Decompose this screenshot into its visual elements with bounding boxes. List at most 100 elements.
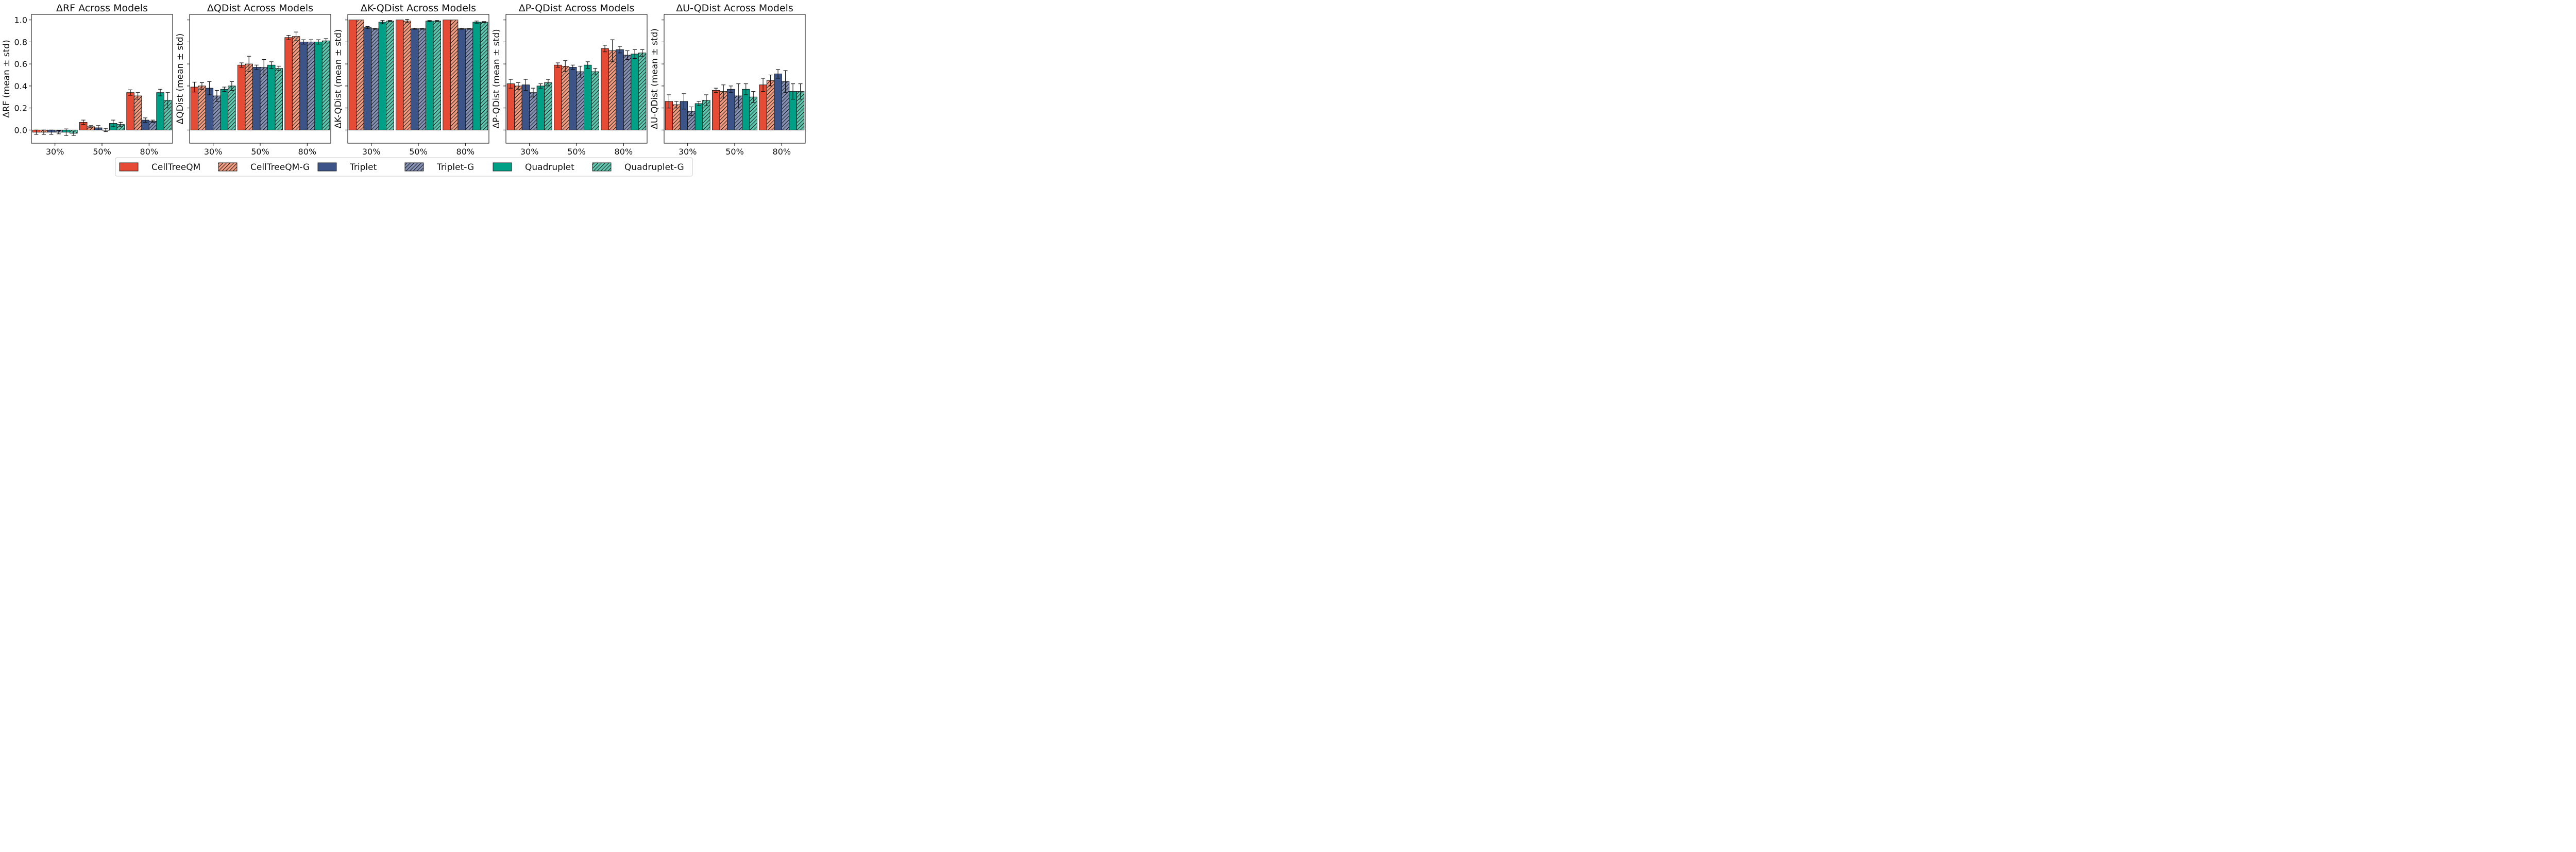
y-tick-label: 0.8: [14, 37, 27, 47]
x-tick-label: 50%: [725, 147, 744, 157]
x-tick-label: 50%: [251, 147, 269, 157]
legend-label: CellTreeQM-G: [250, 162, 310, 173]
chart-canvas: ΔRF Across Models ΔRF (mean ± std)0.0 0.2 0…: [2, 3, 806, 177]
panel-title: ΔK-QDist Across Models: [361, 3, 476, 14]
x-tick-label: 30%: [520, 147, 539, 157]
x-tick-label: 30%: [362, 147, 381, 157]
plot-frame: [347, 14, 489, 144]
bar-celltreeqm-g: [608, 50, 617, 130]
x-tick-label: 50%: [93, 147, 111, 157]
legend-label: Triplet-G: [436, 162, 474, 173]
legend-label: Triplet: [349, 162, 377, 173]
legend-label: Quadruplet: [525, 162, 574, 173]
panel-4: ΔP-QDist Across Models ΔP-QDist (mean ± s…: [492, 3, 648, 157]
bar-celltreeqm-g: [133, 95, 142, 130]
panel-3: ΔK-QDist Across Models ΔK-QDist (mean ± s…: [333, 3, 489, 157]
legend-swatch: [493, 162, 512, 172]
x-tick-label: 80%: [298, 147, 317, 157]
panel-title: ΔRF Across Models: [56, 3, 148, 14]
bar-celltreeqm-g: [672, 104, 681, 130]
bar-celltreeqm-g: [561, 65, 569, 130]
legend-swatch: [218, 162, 238, 172]
bar-quadruplet-g: [544, 82, 552, 130]
legend-frame: [115, 157, 693, 177]
y-tick-label: 0.6: [14, 59, 27, 69]
y-tick-label: 0.0: [14, 125, 27, 135]
bar-celltreeqm: [190, 87, 199, 130]
x-tick-label: 30%: [204, 147, 223, 157]
x-tick-label: 50%: [567, 147, 586, 157]
x-tick-label: 80%: [615, 147, 633, 157]
bar-quadruplet: [584, 64, 592, 130]
bar-triplet-g: [529, 92, 537, 130]
bar-celltreeqm-g: [198, 86, 206, 130]
legend-swatch: [592, 162, 612, 172]
bar-triplet-g: [260, 67, 268, 130]
bar-quadruplet: [631, 54, 639, 130]
plot-frame: [31, 14, 173, 144]
legend-swatch: [404, 162, 424, 172]
bar-celltreeqm: [601, 48, 609, 130]
bar-quadruplet: [742, 89, 750, 130]
bar-quadruplet-g: [321, 40, 330, 130]
bar-celltreeqm: [506, 83, 515, 130]
plot-frame: [505, 14, 648, 144]
bar-quadruplet-g: [480, 22, 488, 130]
y-axis-label: ΔQDist (mean ± std): [175, 33, 185, 125]
bar-triplet: [727, 89, 735, 130]
bar-quadruplet: [220, 89, 229, 130]
bar-celltreeqm: [284, 37, 293, 130]
y-tick-label: 0.4: [14, 81, 27, 91]
plot-frame: [664, 14, 806, 144]
panel-title: ΔP-QDist Across Models: [519, 3, 635, 14]
bar-quadruplet-g: [386, 21, 394, 130]
bar-celltreeqm: [238, 64, 246, 130]
legend-label: Quadruplet-G: [624, 162, 684, 173]
bar-triplet: [411, 28, 419, 130]
bar-triplet: [616, 49, 624, 130]
bar-triplet-g: [623, 55, 632, 130]
panel-title: ΔU-QDist Across Models: [676, 3, 793, 14]
y-axis-label: ΔU-QDist (mean ± std): [650, 28, 660, 129]
bar-celltreeqm-g: [403, 21, 411, 130]
bar-triplet: [569, 67, 577, 130]
legend-swatch: [317, 162, 337, 172]
y-axis-label: ΔRF (mean ± std): [2, 40, 12, 117]
panel-title: ΔQDist Across Models: [207, 3, 313, 14]
bar-quadruplet: [314, 41, 323, 130]
bar-triplet-g: [576, 71, 584, 130]
bar-celltreeqm-g: [245, 63, 253, 130]
bar-quadruplet-g: [433, 21, 441, 130]
bar-celltreeqm: [396, 20, 404, 130]
bar-triplet: [774, 73, 782, 130]
y-axis-label: ΔK-QDist (mean ± std): [333, 29, 344, 129]
bar-celltreeqm-g: [356, 20, 364, 130]
panel-1: ΔRF Across Models ΔRF (mean ± std)0.0 0.2 0…: [2, 3, 173, 157]
bar-quadruplet-g: [591, 71, 599, 130]
bar-quadruplet-g: [638, 53, 647, 130]
panel-2: ΔQDist Across Models ΔQDist (mean ± std) 3…: [175, 3, 331, 157]
bar-triplet-g: [307, 41, 315, 130]
bar-celltreeqm-g: [292, 36, 300, 130]
y-axis-label: ΔP-QDist (mean ± std): [492, 29, 502, 128]
bar-triplet-g: [371, 28, 379, 130]
bar-triplet-g: [465, 28, 473, 130]
legend-label: CellTreeQM: [151, 162, 200, 173]
x-tick-label: 80%: [456, 147, 475, 157]
legend-swatch: [119, 162, 139, 172]
bar-celltreeqm-g: [450, 20, 459, 130]
x-tick-label: 30%: [679, 147, 697, 157]
bar-celltreeqm: [126, 92, 134, 130]
figure: ΔRF Across Models ΔRF (mean ± std) 0.0 0.2 0…: [0, 0, 808, 179]
bar-triplet: [457, 28, 466, 130]
bar-celltreeqm: [443, 20, 451, 130]
bar-quadruplet: [694, 103, 703, 130]
bar-quadruplet: [426, 21, 434, 130]
bar-celltreeqm-g: [514, 86, 522, 130]
plot-frame: [189, 14, 331, 144]
bar-quadruplet-g: [228, 86, 236, 130]
x-tick-label: 80%: [773, 147, 791, 157]
bar-quadruplet-g: [275, 68, 283, 130]
legend: CellTreeQM CellTreeQM-G Triplet Triplet-G Qu…: [115, 157, 693, 177]
bar-triplet: [252, 67, 261, 130]
